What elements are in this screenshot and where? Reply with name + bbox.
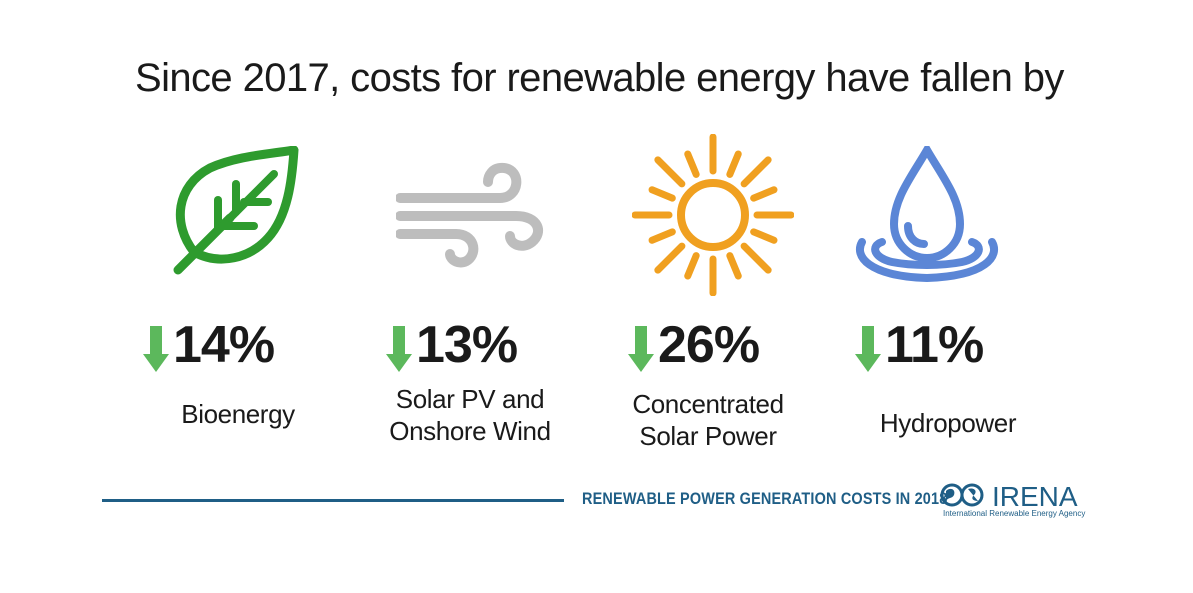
leaf-icon — [173, 146, 299, 275]
down-arrow-icon — [143, 326, 169, 372]
water-drop-icon — [856, 146, 998, 282]
label-line: Solar Power — [639, 421, 777, 451]
footer-rule — [102, 499, 564, 502]
label-hydropower: Hydropower — [860, 407, 1036, 439]
stat-solar-pv-wind: 13% — [386, 315, 518, 375]
label-line: Concentrated — [632, 389, 784, 419]
label-line: Solar PV and — [395, 384, 545, 414]
sun-ray — [740, 242, 772, 274]
down-arrow-icon — [855, 326, 881, 372]
sun-ray — [750, 186, 778, 202]
wind-icon — [396, 162, 543, 268]
percent-value: 26% — [658, 316, 760, 374]
label-solar-pv-wind: Solar PV and Onshore Wind — [380, 383, 560, 447]
sun-ray — [684, 252, 700, 280]
label-bioenergy: Bioenergy — [168, 398, 308, 430]
sun-icon — [632, 134, 794, 296]
percent-value: 11% — [885, 316, 984, 374]
sun-ray — [726, 150, 742, 178]
headline: Since 2017, costs for renewable energy h… — [135, 56, 1064, 100]
sun-ray — [750, 228, 778, 244]
label-line: Onshore Wind — [389, 416, 551, 446]
stat-bioenergy: 14% — [143, 315, 275, 375]
sun-ray — [684, 150, 700, 178]
label-csp: Concentrated Solar Power — [618, 388, 798, 452]
stat-hydropower: 11% — [855, 315, 984, 375]
irena-logo-icon — [940, 483, 984, 507]
percent-value: 13% — [416, 316, 518, 374]
sun-ray — [740, 156, 772, 188]
down-arrow-icon — [386, 326, 412, 372]
label-line: Bioenergy — [181, 399, 295, 429]
down-arrow-icon — [628, 326, 654, 372]
percent-value: 14% — [173, 316, 275, 374]
sun-ray — [726, 252, 742, 280]
logo-subtext: International Renewable Energy Agency — [943, 509, 1086, 518]
sun-ray — [654, 156, 686, 188]
stat-csp: 26% — [628, 315, 760, 375]
label-line: Hydropower — [879, 408, 1017, 438]
logo-text: IRENA — [992, 481, 1078, 512]
sun-ray — [648, 228, 676, 244]
sun-ray — [648, 186, 676, 202]
footer-title: RENEWABLE POWER GENERATION COSTS IN 2018 — [582, 489, 948, 508]
sun-ray — [654, 242, 686, 274]
